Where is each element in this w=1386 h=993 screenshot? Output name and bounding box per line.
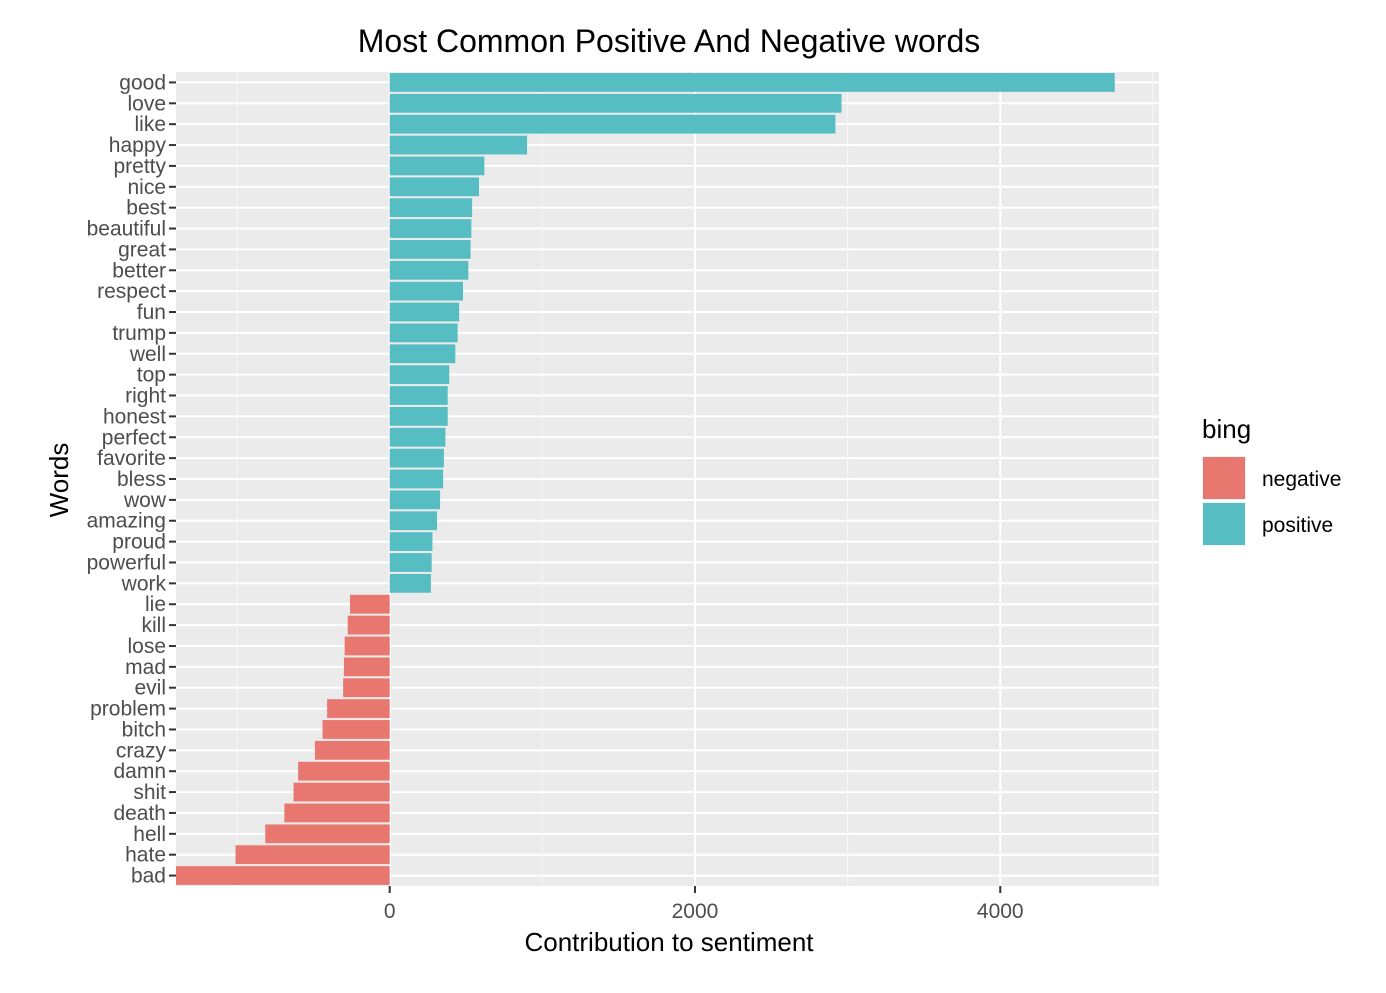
bar-love: [389, 93, 842, 113]
y-axis-label: Words: [44, 443, 74, 518]
y-tick-label: right: [125, 385, 166, 408]
y-tick-label: hate: [125, 844, 166, 867]
y-tick-label: trump: [112, 322, 166, 345]
bar-evil: [343, 678, 390, 698]
legend-label-negative: negative: [1262, 468, 1341, 491]
bar-happy: [389, 135, 528, 155]
y-tick-label: shit: [133, 781, 166, 804]
legend-title: bing: [1202, 414, 1251, 444]
y-tick-label: happy: [109, 134, 167, 157]
y-tick-label: nice: [127, 176, 166, 199]
bar-beautiful: [389, 219, 472, 238]
bar-damn: [298, 761, 390, 781]
bar-crazy: [314, 740, 390, 760]
y-tick-label: like: [134, 113, 166, 136]
bar-fun: [389, 302, 460, 322]
bar-problem: [327, 699, 390, 718]
y-tick-label: hell: [133, 823, 166, 846]
bar-good: [389, 73, 1115, 92]
y-tick-label: amazing: [87, 510, 166, 533]
y-tick-label: bless: [117, 468, 166, 491]
y-tick-label: perfect: [102, 426, 166, 449]
legend-label-positive: positive: [1262, 514, 1333, 537]
bar-honest: [389, 406, 448, 426]
bar-favorite: [389, 448, 444, 468]
bar-amazing: [389, 511, 438, 531]
chart-title: Most Common Positive And Negative words: [358, 23, 980, 59]
bar-great: [389, 240, 471, 259]
bar-shit: [293, 782, 390, 802]
legend-swatch-negative: [1203, 457, 1245, 499]
bar-hate: [235, 845, 390, 865]
y-tick-label: respect: [97, 280, 166, 303]
bar-proud: [389, 532, 433, 552]
y-tick-label: pretty: [113, 155, 166, 178]
bar-mad: [343, 657, 390, 677]
bar-kill: [347, 615, 390, 635]
bar-lie: [350, 594, 390, 614]
y-tick-label: love: [127, 92, 166, 115]
bar-wow: [389, 490, 441, 510]
bar-nice: [389, 177, 479, 197]
bar-pretty: [389, 156, 485, 176]
bar-powerful: [389, 553, 432, 572]
legend: bing negative positive: [1202, 414, 1341, 546]
y-axis: goodlovelikehappyprettynicebestbeautiful…: [87, 71, 176, 888]
y-tick-label: proud: [112, 531, 166, 554]
y-tick-label: mad: [125, 656, 166, 679]
y-tick-label: best: [126, 197, 166, 220]
x-tick-label: 2000: [672, 900, 719, 923]
y-tick-label: fun: [137, 301, 166, 324]
y-tick-label: work: [121, 572, 167, 595]
y-tick-label: crazy: [116, 739, 167, 762]
x-axis: 0 2000 4000: [384, 886, 1024, 923]
y-tick-label: bitch: [122, 718, 166, 741]
y-tick-label: evil: [134, 677, 166, 700]
y-tick-label: death: [113, 802, 166, 825]
y-tick-label: beautiful: [87, 218, 166, 241]
bar-bad: [176, 866, 390, 885]
bar-respect: [389, 281, 463, 301]
legend-swatch-positive: [1203, 503, 1245, 545]
y-tick-label: lie: [145, 593, 166, 616]
bar-like: [389, 114, 836, 134]
bar-work: [389, 573, 431, 593]
y-tick-label: bad: [131, 865, 166, 888]
y-tick-label: good: [119, 71, 166, 94]
bar-right: [389, 386, 448, 405]
y-tick-label: top: [137, 364, 166, 387]
y-tick-label: better: [112, 259, 166, 282]
bar-better: [389, 260, 469, 280]
y-tick-label: well: [129, 343, 166, 366]
bar-lose: [344, 636, 390, 656]
bar-perfect: [389, 427, 446, 447]
bar-death: [284, 803, 390, 823]
y-tick-label: lose: [127, 635, 166, 658]
bar-top: [389, 365, 450, 385]
x-tick-label: 4000: [977, 900, 1024, 923]
bar-bless: [389, 469, 444, 489]
bar-best: [389, 198, 473, 218]
y-tick-label: damn: [113, 760, 166, 783]
y-tick-label: honest: [103, 405, 166, 428]
bar-trump: [389, 323, 458, 343]
bar-bitch: [322, 720, 390, 739]
x-tick-label: 0: [384, 900, 396, 923]
y-tick-label: powerful: [87, 551, 166, 574]
y-tick-label: favorite: [97, 447, 166, 470]
y-tick-label: great: [118, 238, 166, 261]
y-tick-label: problem: [90, 698, 166, 721]
y-tick-label: kill: [142, 614, 167, 637]
bar-hell: [265, 824, 390, 844]
y-tick-label: wow: [123, 489, 167, 512]
x-axis-label: Contribution to sentiment: [524, 927, 814, 957]
bars: [176, 73, 1115, 885]
bar-well: [389, 344, 456, 364]
